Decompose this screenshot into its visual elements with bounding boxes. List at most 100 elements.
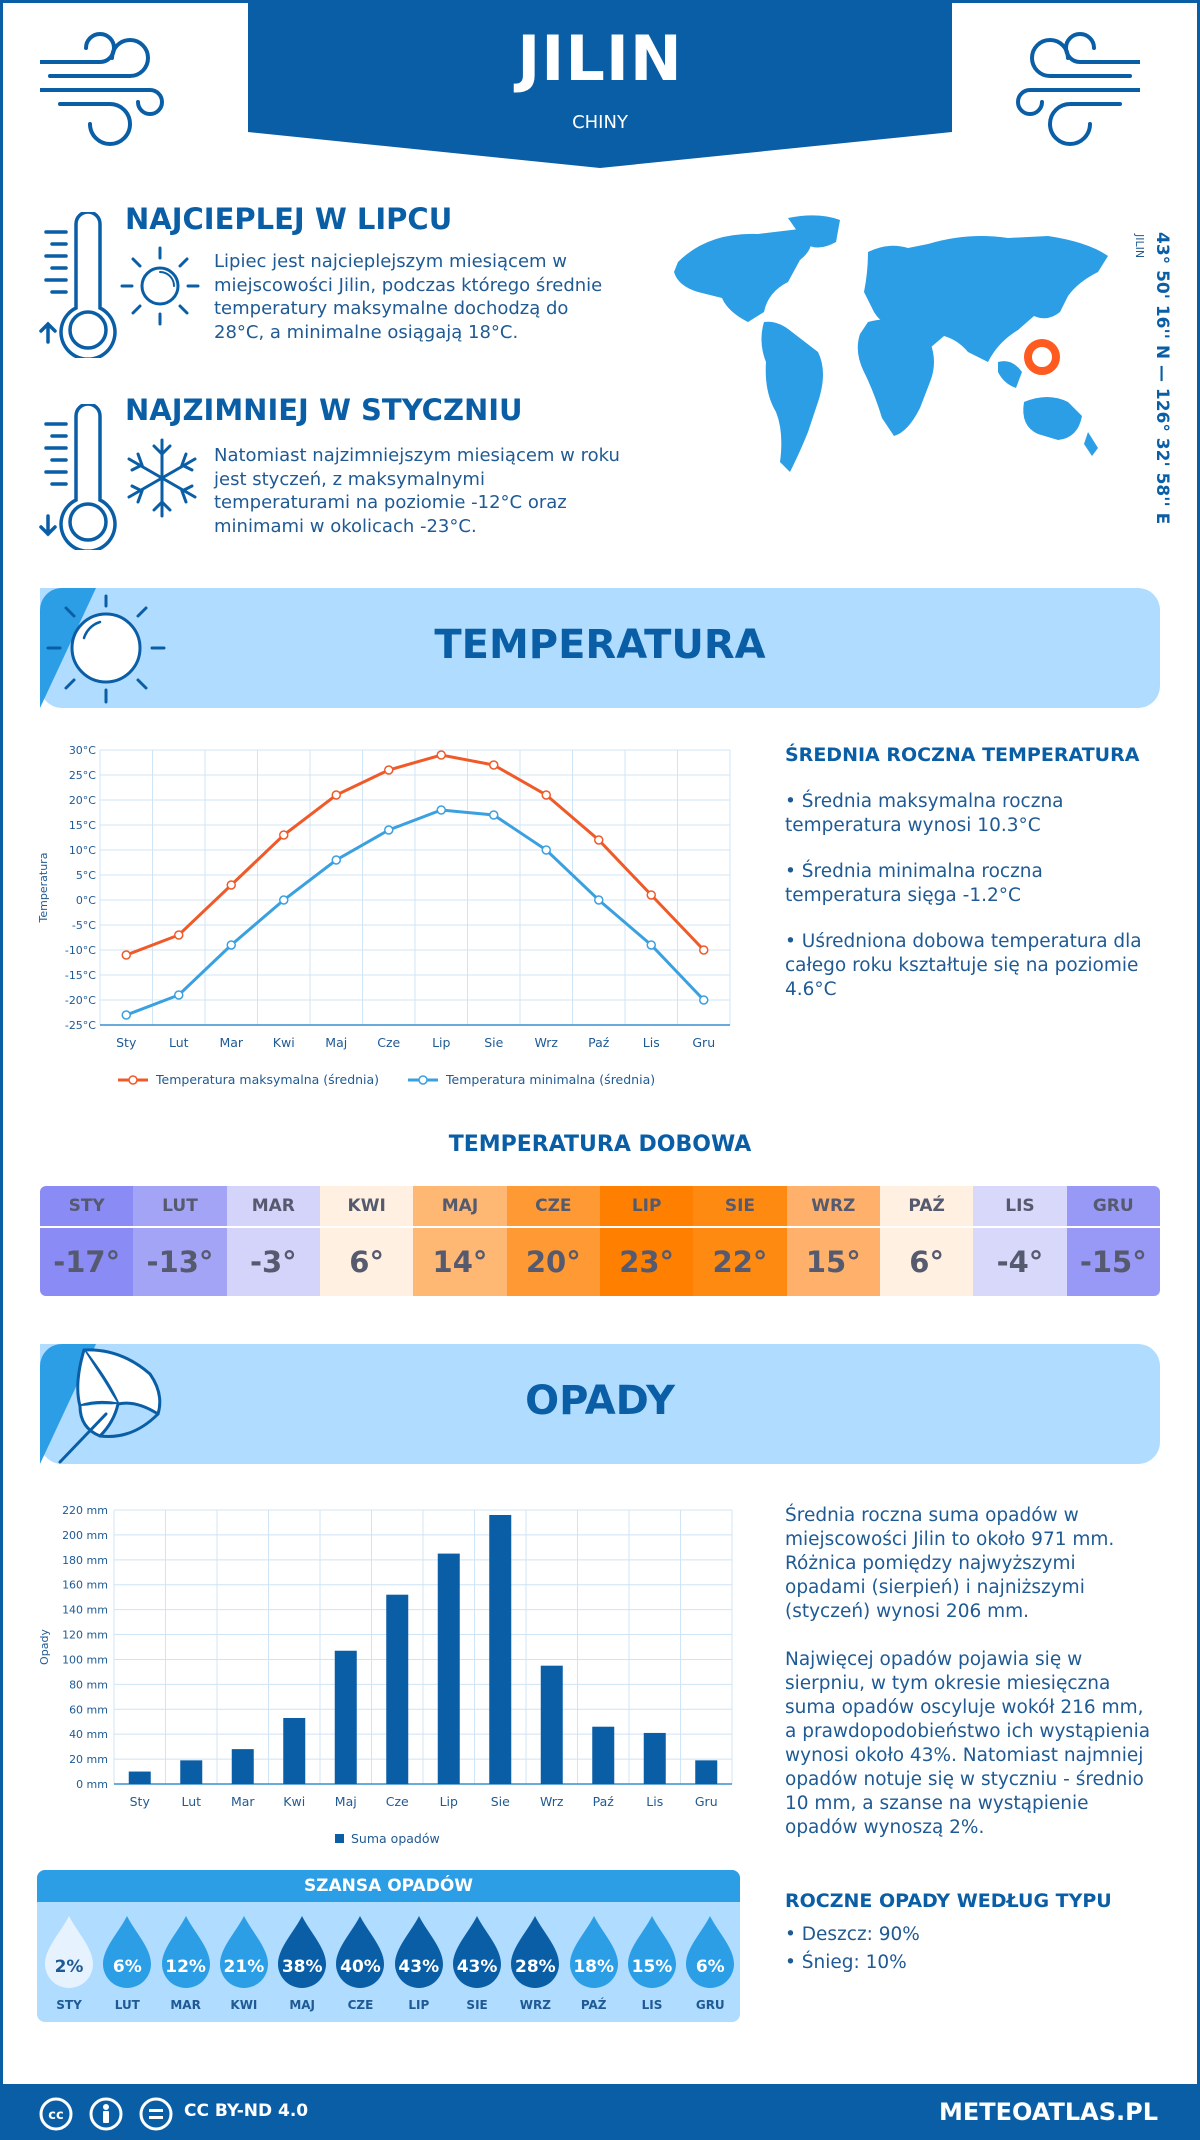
raindrop-icon (627, 1916, 676, 1988)
precipitation-chance-item: 28% WRZ (506, 1914, 564, 2014)
temperature-chart: 30°C 25°C 20°C 15°C 10°C 5°C 0°C -5°C -10°C -15°C… (37, 744, 731, 1087)
cc-icon: cc (39, 2097, 73, 2131)
bar (540, 1665, 563, 1784)
precipitation-chance-value: 40% (340, 1957, 381, 1977)
raindrop-icon (394, 1916, 443, 1988)
daily-temperature-value: 22° (693, 1226, 787, 1296)
data-point (279, 895, 289, 905)
brand-link[interactable]: METEOATLAS.PL (938, 2098, 1158, 2126)
daily-month-label: MAJ (441, 1196, 479, 1216)
x-tick-label: Cze (386, 1794, 409, 1809)
y-tick-label: 160 mm (62, 1579, 108, 1592)
precipitation-chance-item: 12% MAR (157, 1914, 215, 2014)
y-tick-label: -5°C (72, 919, 96, 932)
daily-temperature-column: GRU -15° (1066, 1186, 1160, 1296)
daily-month-label: MAR (251, 1196, 295, 1216)
data-point (594, 835, 604, 845)
precipitation-chance-item: 43% SIE (448, 1914, 506, 2014)
daily-month-label: CZE (535, 1196, 572, 1216)
country-subtitle: CHINY (572, 112, 628, 133)
precipitation-chance-value: 43% (398, 1957, 440, 1977)
daily-month-label: WRZ (811, 1196, 856, 1216)
precipitation-chance-value: 6% (112, 1957, 142, 1977)
x-tick-label: Paź (593, 1794, 615, 1809)
daily-month-label: PAŹ (908, 1196, 945, 1216)
daily-temperature-value: -3° (226, 1226, 320, 1296)
bar (695, 1760, 718, 1784)
bar (386, 1594, 409, 1784)
x-tick-label: Sty (130, 1794, 151, 1809)
svg-text:cc: cc (48, 2108, 63, 2123)
x-tick-label: Lip (440, 1794, 458, 1809)
x-tick-label: Mar (219, 1035, 243, 1050)
precipitation-chance-item: 6% LUT (98, 1914, 156, 2014)
sun-icon (120, 246, 200, 326)
x-tick-label: Sie (484, 1035, 503, 1050)
wind-icon-left (40, 32, 164, 146)
y-tick-label: 220 mm (62, 1504, 108, 1517)
daily-temperature-column: LUT -13° (133, 1186, 227, 1296)
daily-temperature-column: LIS -4° (973, 1186, 1067, 1296)
y-tick-label: -10°C (65, 944, 96, 957)
bar (283, 1717, 306, 1784)
data-point (489, 760, 499, 770)
precipitation-chance-value: 21% (223, 1957, 265, 1977)
y-tick-label: -25°C (65, 1019, 96, 1032)
bar (592, 1726, 615, 1784)
daily-temperature-column: STY -17° (40, 1186, 134, 1296)
data-point (331, 790, 341, 800)
data-point (436, 750, 446, 760)
attribution-icon (89, 2097, 123, 2131)
no-derivatives-icon (139, 2097, 173, 2131)
raindrop-icon (453, 1916, 502, 1988)
y-tick-label: 30°C (69, 744, 96, 757)
x-tick-label: Sty (116, 1035, 137, 1050)
data-point (331, 855, 341, 865)
precipitation-chance-item: 43% LIP (390, 1914, 448, 2014)
precipitation-chance-month: CZE (347, 1998, 374, 2012)
snowflake-icon (127, 438, 197, 518)
coldest-text: Natomiast najzimniejszym miesiącem w rok… (214, 445, 620, 537)
precipitation-chance-value: 18% (573, 1957, 615, 1977)
precipitation-chance-value: 28% (515, 1957, 556, 1977)
precipitation-banner (40, 1344, 1160, 1464)
data-point (174, 930, 184, 940)
y-tick-label: 60 mm (69, 1703, 108, 1716)
precipitation-chance-item: 15% LIS (623, 1914, 681, 2014)
precipitation-type-rain: • Deszcz: 90% (785, 1924, 920, 1945)
y-tick-label: -15°C (65, 969, 96, 982)
precipitation-type-title: ROCZNE OPADY WEDŁUG TYPU (785, 1890, 1112, 1912)
bar (231, 1749, 254, 1784)
legend-swatch (418, 1075, 428, 1085)
raindrop-icon (161, 1916, 210, 1988)
header-banner (248, 0, 952, 168)
x-tick-label: Lip (432, 1035, 450, 1050)
daily-temperature-value: 6° (879, 1226, 974, 1296)
precipitation-chance-item: 40% CZE (331, 1914, 389, 2014)
raindrop-icon (45, 1916, 93, 1988)
precipitation-type-snow: • Śnieg: 10% (785, 1952, 907, 1973)
x-tick-label: Maj (335, 1794, 357, 1809)
x-tick-label: Sie (491, 1794, 510, 1809)
x-tick-label: Wrz (540, 1794, 564, 1809)
y-tick-label: 25°C (69, 769, 96, 782)
x-tick-label: Gru (692, 1035, 715, 1050)
daily-month-label: SIE (724, 1196, 756, 1216)
location-marker (1024, 339, 1060, 375)
precipitation-chance-value: 43% (456, 1957, 498, 1977)
precipitation-chance-month: WRZ (519, 1998, 551, 2012)
hottest-text: Lipiec jest najcieplejszym miesiącem w m… (214, 251, 603, 343)
daily-month-label: GRU (1092, 1196, 1134, 1216)
data-point (384, 825, 394, 835)
x-tick-label: Lis (643, 1035, 660, 1050)
precipitation-chance-value: 38% (281, 1957, 323, 1977)
precipitation-chance-month: STY (56, 1998, 82, 2012)
raindrop-icon (569, 1916, 618, 1988)
data-point (541, 845, 551, 855)
y-tick-label: 20 mm (69, 1753, 108, 1766)
temperature-banner (40, 588, 1160, 708)
daily-temperature-value: 6° (319, 1226, 414, 1296)
daily-temperature-value: 23° (599, 1226, 694, 1296)
daily-temperature-value: -4° (973, 1226, 1067, 1296)
precipitation-para-1: Średnia roczna suma opadów w miejscowośc… (785, 1505, 1115, 1622)
